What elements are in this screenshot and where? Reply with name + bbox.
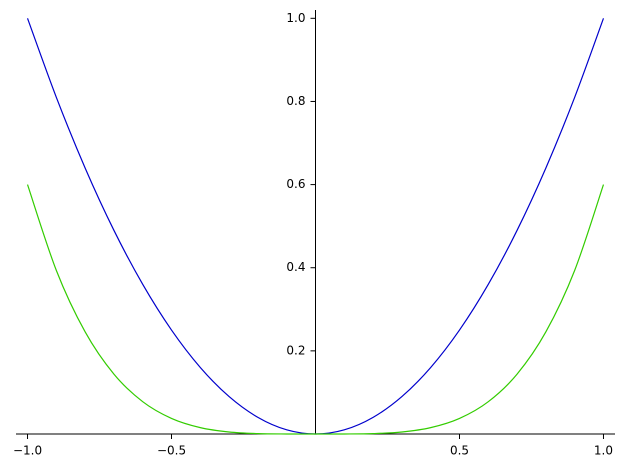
y-tick-label: 0.6 xyxy=(286,177,305,191)
x-tick-label: 0.5 xyxy=(450,444,469,458)
y-tick-label: 1.0 xyxy=(286,11,305,25)
y-tick-label: 0.8 xyxy=(286,94,305,108)
x-tick-label: −1.0 xyxy=(13,444,42,458)
x-tick-label: −0.5 xyxy=(157,444,186,458)
x-tick-label: 1.0 xyxy=(594,444,613,458)
y-tick-label: 0.4 xyxy=(286,260,305,274)
y-tick-label: 0.2 xyxy=(286,343,305,357)
line-series xyxy=(26,184,605,435)
